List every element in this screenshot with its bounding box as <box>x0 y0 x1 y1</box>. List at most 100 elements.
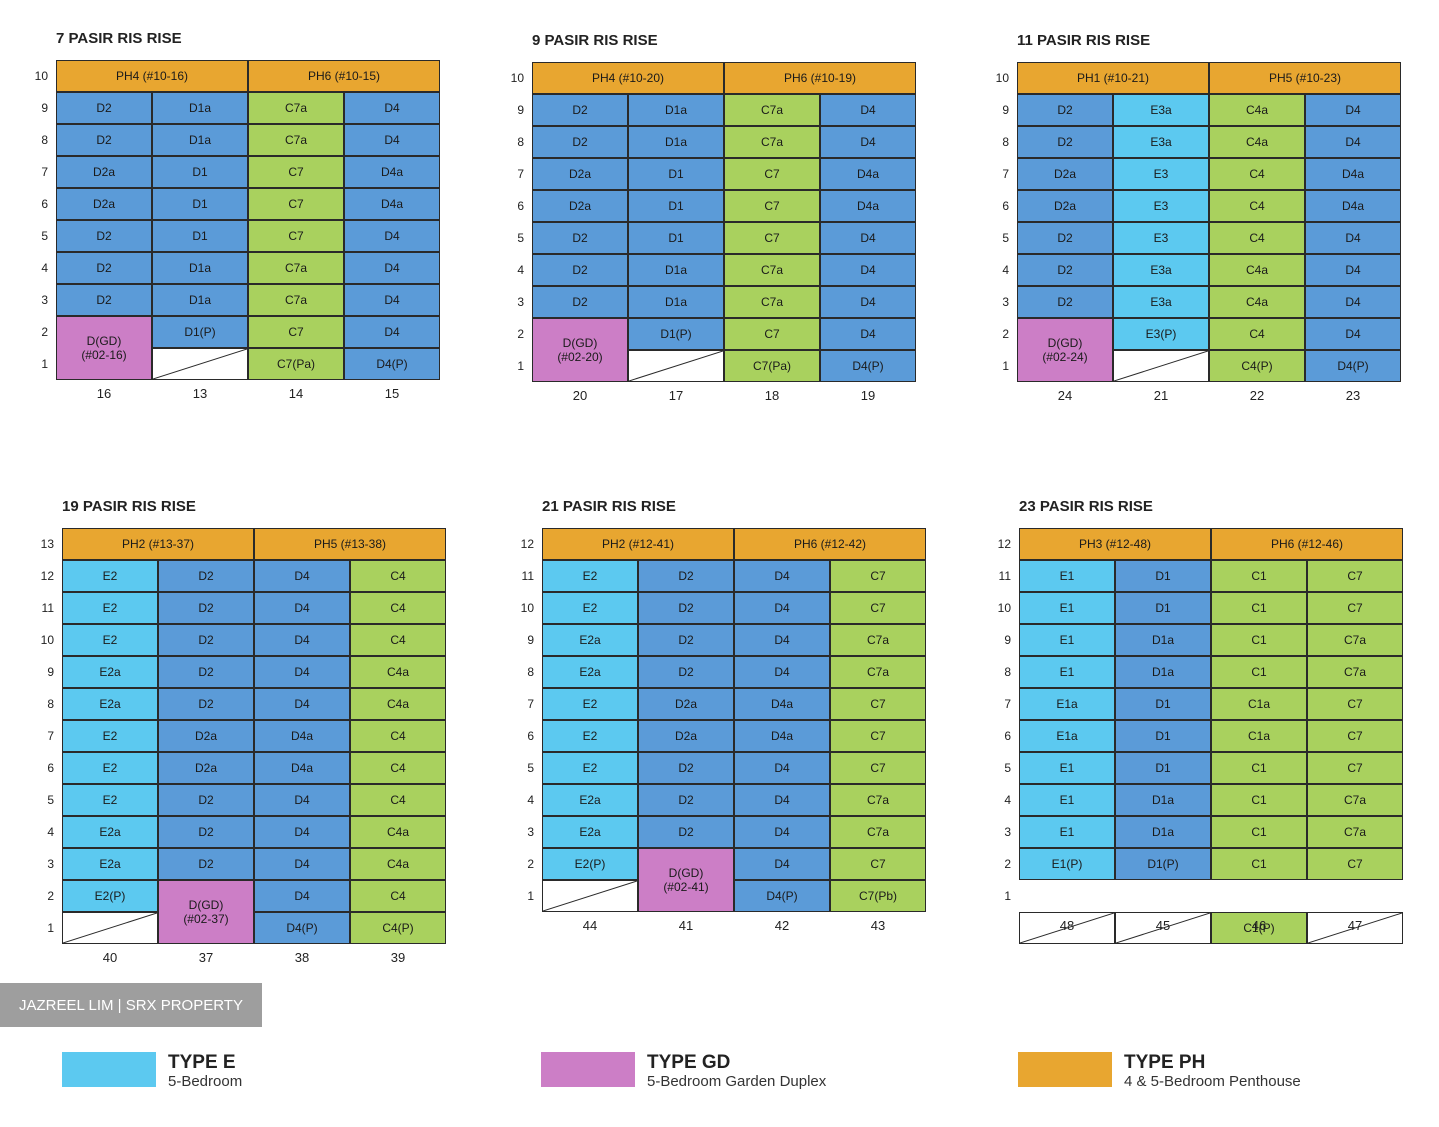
unit-number-label: 39 <box>390 950 406 965</box>
unit-cell: C7a <box>830 656 926 688</box>
unit-cell: D1 <box>152 220 248 252</box>
unit-cell: D4 <box>734 624 830 656</box>
penthouse-cell: PH2 (#13-37) <box>62 528 254 560</box>
watermark-badge: JAZREEL LIM | SRX PROPERTY <box>0 983 262 1027</box>
unit-number-label: 48 <box>1059 918 1075 933</box>
unit-cell: C7 <box>724 222 820 254</box>
unit-cell: D2 <box>532 126 628 158</box>
unit-cell: D4 <box>344 92 440 124</box>
unit-cell: C4 <box>1209 190 1305 222</box>
unit-cell: D2 <box>56 220 152 252</box>
unit-cell: D4 <box>254 784 350 816</box>
floor-label: 8 <box>47 697 54 711</box>
unit-number-label: 45 <box>1155 918 1171 933</box>
unit-cell: E2a <box>62 816 158 848</box>
unit-cell: E3a <box>1113 94 1209 126</box>
unit-number-label: 44 <box>582 918 598 933</box>
unit-cell: D4 <box>1305 222 1401 254</box>
unit-cell: D2 <box>158 656 254 688</box>
unit-cell: D4 <box>254 688 350 720</box>
legend-subtitle: 4 & 5-Bedroom Penthouse <box>1124 1073 1301 1090</box>
unit-cell: C7a <box>1307 816 1403 848</box>
unit-cell: D4a <box>254 720 350 752</box>
unit-cell: D4 <box>820 286 916 318</box>
floor-label: 8 <box>41 133 48 147</box>
floor-label: 2 <box>1002 327 1009 341</box>
unit-cell: E2 <box>62 784 158 816</box>
unit-cell: D4 <box>820 318 916 350</box>
garden-duplex-cell: D(GD) (#02-16) <box>56 316 152 380</box>
unit-cell: D4(P) <box>820 350 916 382</box>
floor-label: 1 <box>47 921 54 935</box>
unit-cell: D2 <box>1017 126 1113 158</box>
unit-cell: D2 <box>158 784 254 816</box>
unit-cell: D4 <box>254 656 350 688</box>
unit-cell: E3 <box>1113 158 1209 190</box>
unit-cell: E1 <box>1019 816 1115 848</box>
floor-label: 9 <box>527 633 534 647</box>
legend-title: TYPE GD <box>647 1052 731 1073</box>
unit-cell: C7 <box>1307 848 1403 880</box>
unit-cell: D2 <box>158 688 254 720</box>
unit-cell: D2 <box>638 656 734 688</box>
floor-label: 1 <box>1004 889 1011 903</box>
unit-number-label: 41 <box>678 918 694 933</box>
garden-duplex-cell: D(GD) (#02-41) <box>638 848 734 912</box>
garden-duplex-cell: D(GD) (#02-20) <box>532 318 628 382</box>
unit-cell: D1 <box>1115 720 1211 752</box>
unit-cell: C7 <box>248 188 344 220</box>
unit-cell: C7a <box>830 624 926 656</box>
unit-cell: D4a <box>734 720 830 752</box>
unit-cell: C7 <box>1307 720 1403 752</box>
floor-label: 1 <box>527 889 534 903</box>
unit-cell: D4 <box>254 816 350 848</box>
unit-cell: D2 <box>1017 94 1113 126</box>
unit-cell: C4a <box>1209 286 1305 318</box>
floor-label: 6 <box>1004 729 1011 743</box>
floor-label: 6 <box>47 761 54 775</box>
unit-cell: C1 <box>1211 656 1307 688</box>
unit-cell: D2 <box>532 94 628 126</box>
unit-number-label: 42 <box>774 918 790 933</box>
penthouse-cell: PH6 (#10-15) <box>248 60 440 92</box>
floor-label: 12 <box>997 537 1011 551</box>
unit-cell: C4a <box>1209 254 1305 286</box>
unit-cell: C1 <box>1211 816 1307 848</box>
unit-cell: D4 <box>344 316 440 348</box>
unit-cell: C1 <box>1211 784 1307 816</box>
unit-cell: D4 <box>820 126 916 158</box>
unit-cell: D1(P) <box>1115 848 1211 880</box>
unit-cell: E2a <box>62 848 158 880</box>
unit-cell: E2 <box>62 720 158 752</box>
unit-cell: D4(P) <box>344 348 440 380</box>
floor-label: 4 <box>517 263 524 277</box>
penthouse-cell: PH6 (#12-46) <box>1211 528 1403 560</box>
unit-cell: D2a <box>532 158 628 190</box>
floor-label: 10 <box>40 633 54 647</box>
block-title: 7 PASIR RIS RISE <box>56 30 182 47</box>
unit-cell: E1a <box>1019 720 1115 752</box>
unit-cell: D2 <box>638 784 734 816</box>
penthouse-cell: PH4 (#10-16) <box>56 60 248 92</box>
unit-cell: D4 <box>820 94 916 126</box>
unit-cell: C4 <box>1209 318 1305 350</box>
floor-label: 6 <box>1002 199 1009 213</box>
unit-cell: C4(P) <box>1209 350 1305 382</box>
unit-cell: E2 <box>542 720 638 752</box>
unit-cell: D1a <box>1115 624 1211 656</box>
unit-cell: D1a <box>628 254 724 286</box>
unit-cell: D1 <box>1115 592 1211 624</box>
floor-label: 6 <box>527 729 534 743</box>
unit-cell: C7a <box>248 124 344 156</box>
unit-cell: E2a <box>542 656 638 688</box>
unit-cell: C1a <box>1211 720 1307 752</box>
unit-cell: E3a <box>1113 254 1209 286</box>
unit-cell: C7 <box>1307 688 1403 720</box>
legend-swatch-ph <box>1018 1052 1112 1087</box>
unit-cell: C4 <box>350 592 446 624</box>
unit-cell: E1 <box>1019 656 1115 688</box>
floor-label: 11 <box>521 569 534 583</box>
unit-cell: D4a <box>344 156 440 188</box>
unit-cell: D1a <box>1115 656 1211 688</box>
unit-number-label: 46 <box>1251 918 1267 933</box>
